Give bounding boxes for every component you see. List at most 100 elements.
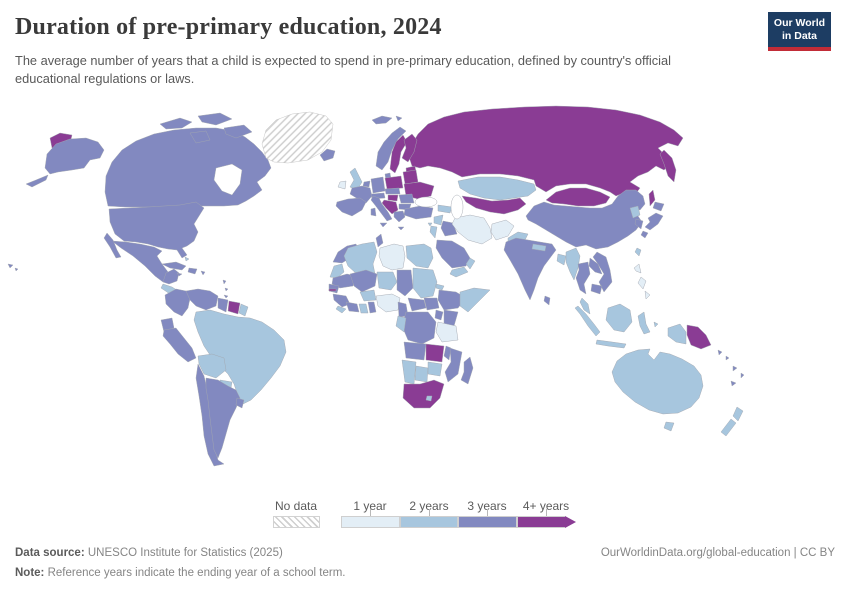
region-sumatra[interactable] [574,305,601,337]
region-israel-jordan[interactable] [429,225,438,239]
country-oman[interactable] [465,257,476,270]
country-philippines[interactable] [644,290,651,300]
country-mozambique[interactable] [444,347,463,383]
country-argentina[interactable] [205,377,241,459]
region-solomon-islands[interactable] [725,355,730,361]
region-hokkaido[interactable] [652,201,665,212]
legend-no-data-swatch[interactable] [273,516,320,528]
country-bahamas[interactable] [184,256,190,262]
country-zambia[interactable] [425,343,445,363]
region-fiji[interactable] [740,372,745,379]
country-united-kingdom[interactable] [349,167,363,191]
region-new-caledonia[interactable] [730,380,737,387]
region-west-papua[interactable] [667,323,687,345]
region-sierra-leone-liberia[interactable] [335,305,347,314]
country-madagascar[interactable] [460,356,474,385]
country-cyprus[interactable] [427,222,433,227]
country-dr-congo[interactable] [401,311,437,345]
country-egypt[interactable] [405,243,434,269]
legend-swatch-2-years[interactable] [400,516,458,528]
country-tunisia[interactable] [375,233,384,248]
country-philippines[interactable] [637,276,647,290]
country-ethiopia[interactable] [437,289,467,311]
country-lesotho[interactable] [425,395,433,402]
country-iceland[interactable] [319,148,336,162]
country-central-african-republic[interactable] [407,297,427,312]
country-cuba[interactable] [161,261,187,271]
country-algeria[interactable] [343,241,378,278]
country-malawi[interactable] [443,345,452,361]
country-japan[interactable] [644,212,664,231]
country-niger[interactable] [376,271,398,291]
country-ireland[interactable] [337,180,347,190]
owid-logo[interactable]: Our World in Data [768,12,831,52]
region-aleutians[interactable] [25,174,49,188]
region-moluccas[interactable] [653,321,659,328]
country-south-sudan[interactable] [423,297,440,311]
country-colombia[interactable] [164,288,191,317]
region-central-asia[interactable] [461,195,527,215]
region-yucatan[interactable] [162,268,180,285]
country-afghanistan[interactable] [490,219,515,241]
region-baja-california[interactable] [103,232,122,259]
country-nigeria[interactable] [375,293,401,313]
region-vanuatu[interactable] [732,365,738,372]
region-sardinia[interactable] [370,207,377,217]
region-caucasus[interactable] [437,204,453,214]
region-kyushu[interactable] [640,230,649,239]
country-burkina-faso[interactable] [359,289,377,302]
region-western-balkans[interactable] [381,199,399,215]
country-greece[interactable] [393,210,406,223]
country-ecuador[interactable] [160,317,175,333]
country-sri-lanka[interactable] [543,295,551,306]
country-bangladesh[interactable] [556,253,567,266]
legend-swatch-4-years[interactable] [517,516,565,528]
region-svalbard[interactable] [395,115,403,122]
country-tanzania[interactable] [435,321,459,343]
country-finland[interactable] [401,133,418,163]
country-russia[interactable] [407,105,684,197]
region-lesser-antilles[interactable] [222,279,227,285]
country-somalia[interactable] [459,287,491,313]
country-angola[interactable] [403,341,427,361]
region-borneo[interactable] [605,303,633,333]
region-tasmania[interactable] [663,421,675,432]
country-india[interactable] [503,237,557,301]
region-alaska[interactable] [44,137,105,175]
country-myanmar[interactable] [565,247,581,281]
country-guyana[interactable] [217,297,229,313]
region-malay-peninsula[interactable] [579,297,591,315]
country-france[interactable] [349,185,373,204]
country-puerto-rico[interactable] [200,270,206,276]
country-venezuela[interactable] [185,288,219,311]
country-namibia[interactable] [401,359,417,385]
country-iran[interactable] [451,214,493,245]
region-sakhalin[interactable] [648,189,656,207]
country-south-korea[interactable] [634,218,644,230]
country-zimbabwe[interactable] [427,361,443,377]
country-gambia[interactable] [328,288,337,292]
country-ivory-coast[interactable] [345,301,360,313]
country-trinidad[interactable] [223,294,229,299]
country-libya[interactable] [378,243,406,271]
country-usa[interactable] [108,201,205,259]
legend-swatch-1-year[interactable] [341,516,400,528]
country-jamaica[interactable] [176,272,183,277]
country-new-zealand[interactable] [732,406,744,422]
region-spain-portugal[interactable] [335,197,367,217]
region-gabon-congo[interactable] [395,315,407,333]
legend-swatch-3-years[interactable] [458,516,517,528]
region-crete[interactable] [397,226,405,231]
country-yemen[interactable] [449,266,469,278]
country-mongolia[interactable] [545,187,611,207]
country-new-zealand[interactable] [720,418,737,437]
country-guinea[interactable] [332,293,351,308]
country-peru[interactable] [162,327,197,363]
country-germany[interactable] [370,176,386,194]
country-philippines[interactable] [633,263,642,274]
country-bolivia[interactable] [197,353,227,379]
country-brazil[interactable] [193,309,287,405]
country-canada[interactable] [104,127,272,208]
country-nepal[interactable] [531,243,547,252]
